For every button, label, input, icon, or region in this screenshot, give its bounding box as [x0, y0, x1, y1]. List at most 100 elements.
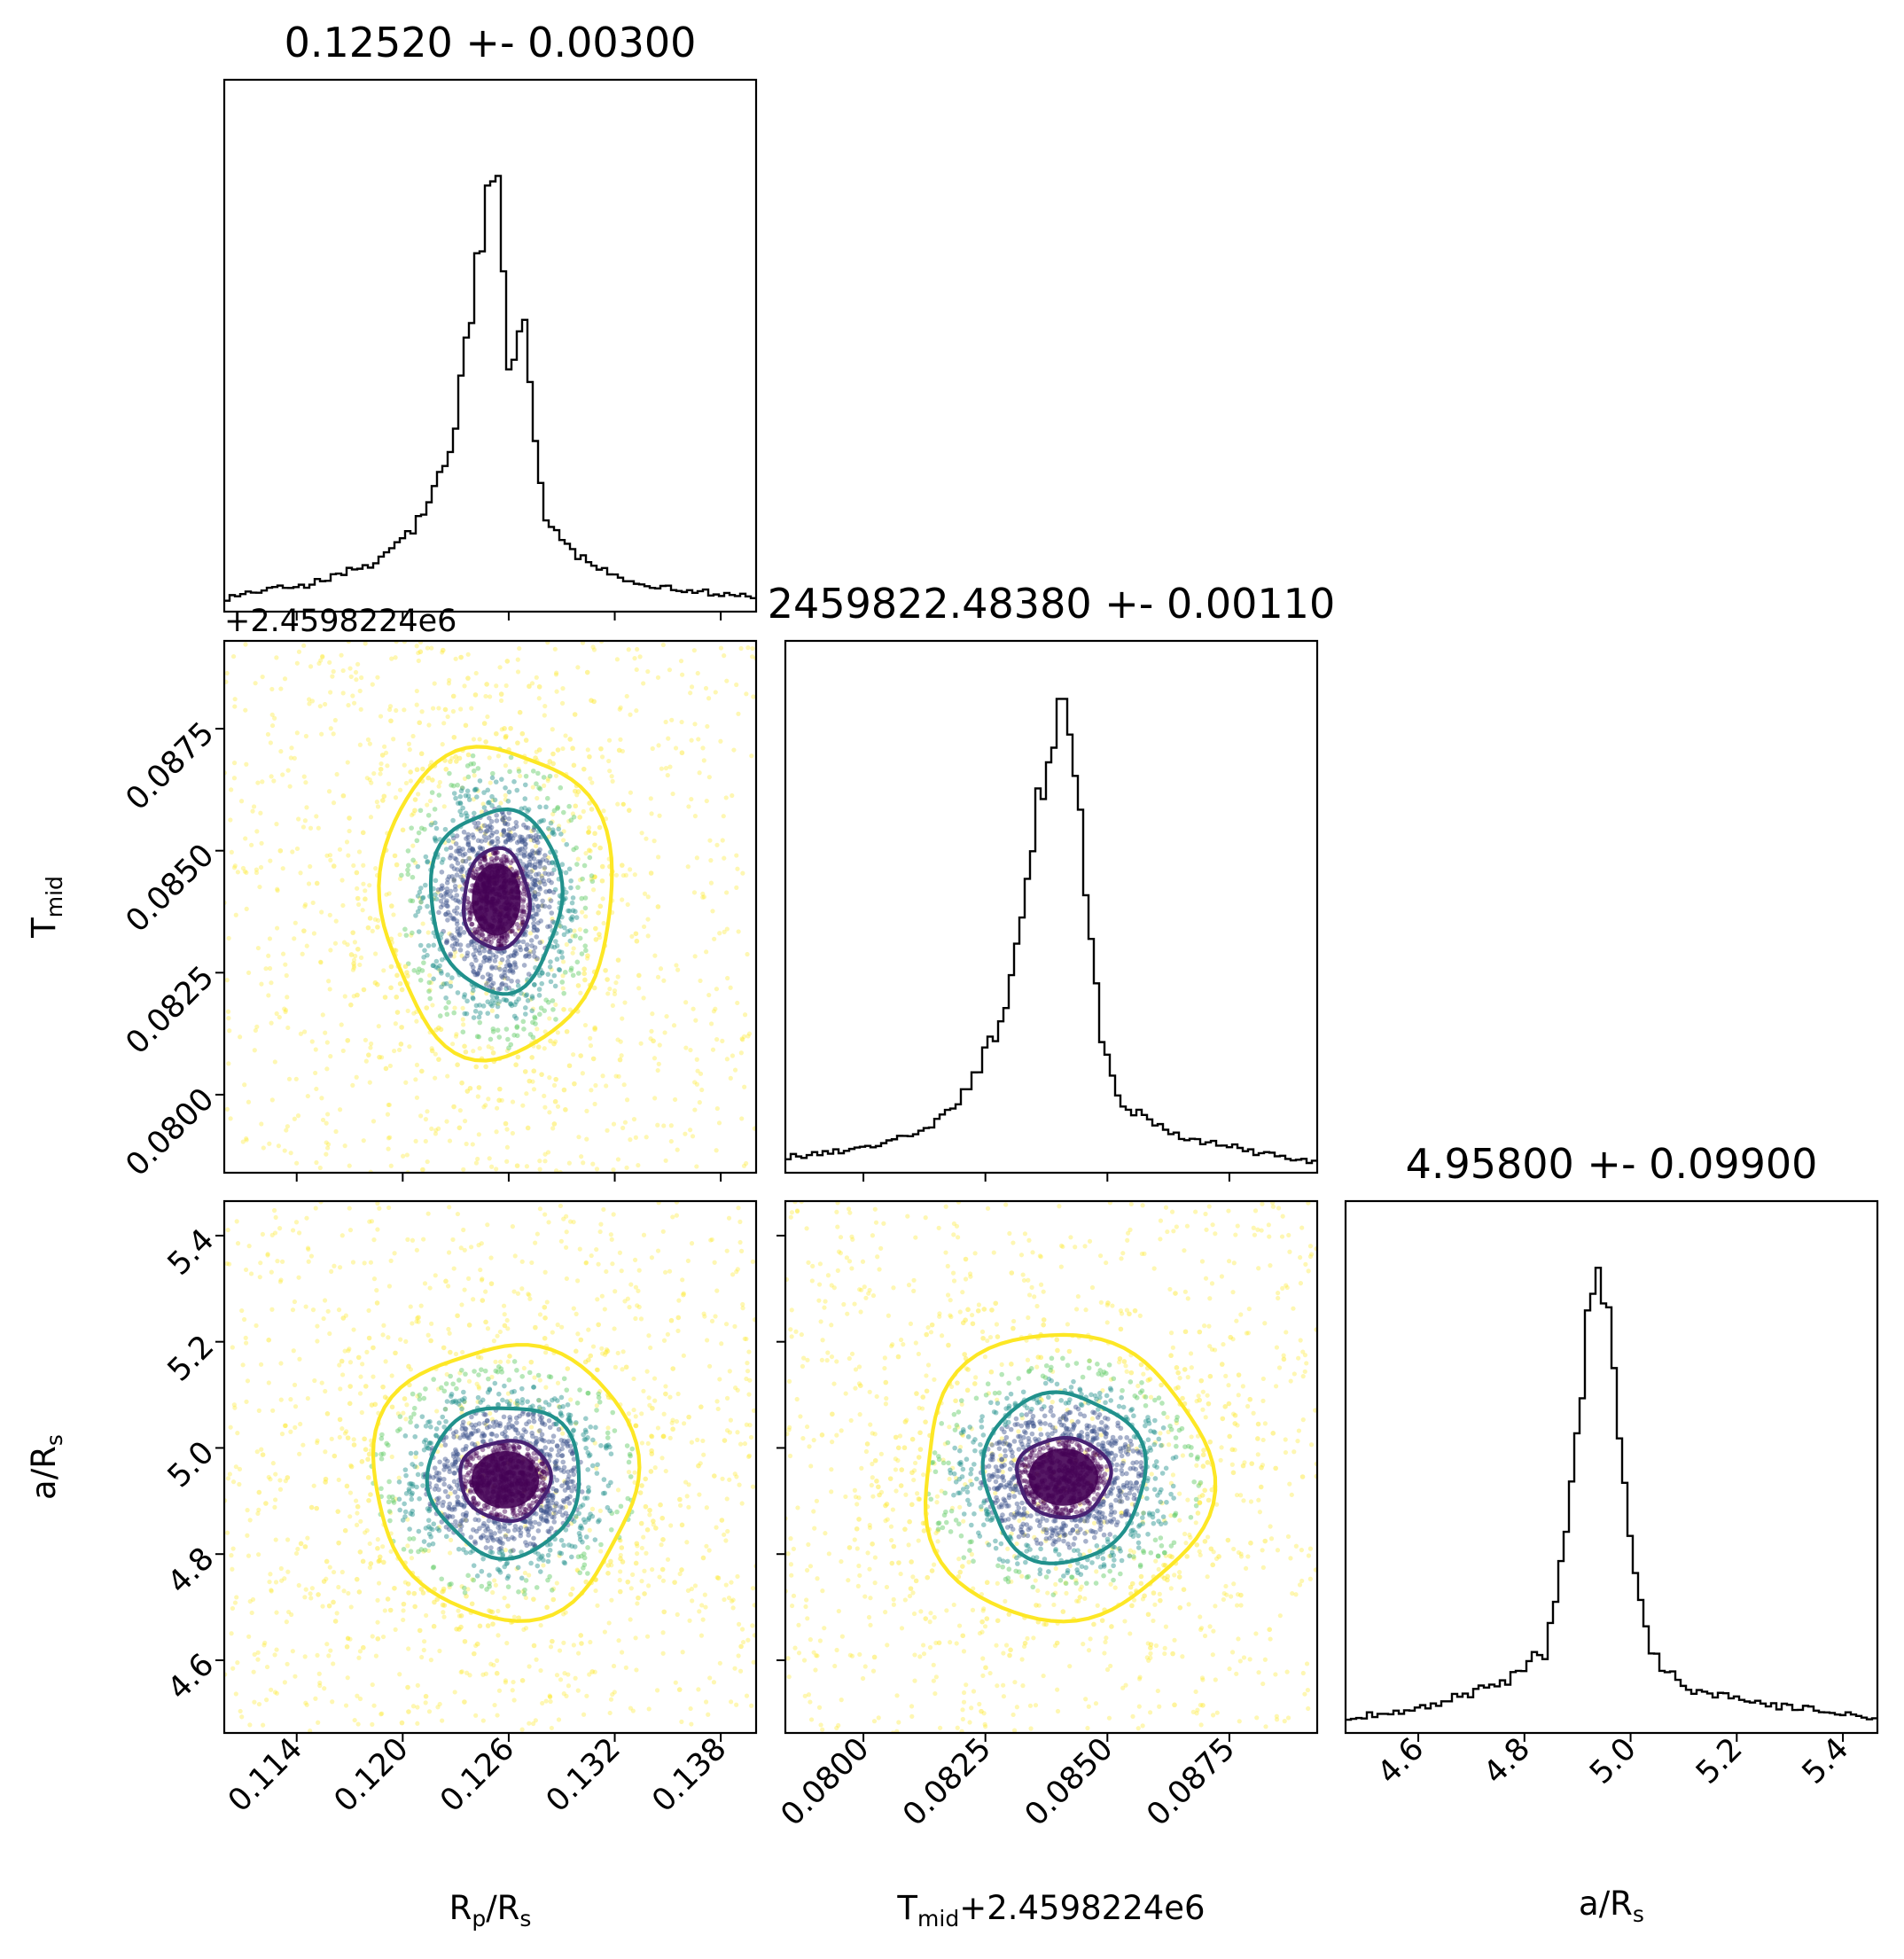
scatter-point	[394, 1010, 401, 1015]
scatter-point	[422, 826, 427, 832]
scatter-point	[727, 1369, 732, 1374]
scatter-point	[226, 1016, 231, 1021]
scatter-point	[391, 1500, 397, 1505]
scatter-point	[456, 1608, 461, 1613]
scatter-point	[555, 805, 561, 810]
scatter-point	[444, 892, 449, 897]
scatter-point	[735, 1387, 740, 1393]
scatter-point	[386, 706, 393, 713]
scatter-point	[727, 1430, 733, 1435]
scatter-point	[581, 1555, 588, 1561]
scatter-point	[357, 688, 363, 694]
scatter-point	[279, 1432, 285, 1437]
scatter-point	[563, 1510, 569, 1516]
scatter-point	[704, 798, 709, 804]
scatter-point	[522, 805, 527, 811]
scatter-point	[444, 1119, 449, 1124]
scatter-point	[535, 1465, 542, 1471]
scatter-point	[450, 1399, 456, 1404]
panel-hist-tmid	[784, 639, 1319, 1182]
scatter-points	[224, 641, 756, 1173]
scatter-point	[429, 760, 434, 765]
scatter-point	[375, 1537, 380, 1542]
scatter-point	[589, 780, 595, 785]
scatter-point	[542, 1445, 549, 1450]
scatter-point	[742, 1012, 748, 1018]
scatter-point	[646, 1333, 652, 1339]
scatter-point	[480, 1298, 486, 1303]
scatter-point	[450, 1454, 456, 1459]
scatter-point	[269, 1269, 274, 1275]
scatter-point	[456, 1398, 463, 1404]
scatter-point	[242, 869, 247, 874]
scatter-point	[463, 858, 469, 864]
scatter-point	[503, 683, 509, 689]
scatter-point	[304, 943, 309, 948]
scatter-point	[531, 856, 537, 862]
scatter-point	[375, 981, 380, 987]
scatter-point	[323, 1388, 328, 1394]
scatter-point	[540, 1461, 546, 1466]
scatter-point	[651, 1518, 656, 1524]
scatter-point	[568, 885, 574, 891]
scatter-point	[472, 787, 478, 793]
scatter-point	[317, 704, 323, 709]
scatter-point	[323, 1479, 328, 1485]
scatter-point	[387, 1510, 394, 1516]
scatter-point	[340, 902, 346, 909]
scatter-point	[308, 1596, 314, 1601]
scatter-point	[474, 1502, 480, 1508]
scatter-point	[577, 1387, 582, 1393]
scatter-point	[470, 753, 476, 759]
scatter-point	[410, 874, 416, 880]
scatter-point	[464, 1464, 469, 1471]
scatter-point	[436, 1525, 442, 1530]
scatter-point	[521, 852, 527, 858]
scatter-point	[380, 1384, 386, 1390]
scatter-point	[408, 898, 413, 903]
scatter-point	[705, 1338, 710, 1343]
scatter-point	[379, 1055, 385, 1060]
scatter-point	[302, 818, 308, 823]
scatter-point	[604, 1445, 609, 1451]
scatter-point	[421, 1647, 426, 1653]
scatter-point	[304, 1215, 309, 1221]
scatter-point	[733, 1385, 738, 1391]
scatter-point	[391, 912, 396, 917]
scatter-point	[483, 739, 488, 745]
scatter-point	[443, 1406, 449, 1412]
scatter-point	[527, 855, 534, 862]
scatter-point	[706, 1363, 713, 1369]
scatter-point	[473, 786, 480, 792]
scatter-point	[490, 1050, 496, 1056]
scatter-point	[611, 1167, 616, 1173]
scatter-point	[727, 1477, 732, 1482]
scatter-point	[593, 1588, 598, 1594]
scatter-point	[277, 1014, 282, 1020]
scatter-point	[564, 1440, 569, 1445]
scatter-point	[496, 964, 502, 971]
scatter-point	[507, 1417, 513, 1423]
scatter-point	[436, 1057, 441, 1062]
scatter-point	[533, 1493, 538, 1499]
scatter-point	[468, 1431, 474, 1436]
scatter-point	[478, 963, 484, 969]
scatter-point	[594, 1408, 599, 1413]
scatter-point	[625, 1579, 631, 1585]
scatter-point	[580, 641, 586, 645]
scatter-point	[503, 1680, 508, 1685]
scatter-point	[416, 929, 422, 934]
scatter-point	[514, 1566, 519, 1572]
scatter-point	[449, 1486, 454, 1491]
scatter-point	[520, 899, 527, 904]
scatter-point	[392, 853, 398, 859]
scatter-point	[488, 1533, 494, 1538]
scatter-point	[688, 1705, 693, 1712]
scatter-point	[537, 1458, 542, 1464]
scatter-point	[521, 1627, 527, 1632]
scatter-point	[295, 1546, 300, 1552]
scatter-point	[370, 682, 375, 687]
scatter-point	[253, 681, 258, 686]
scatter-point	[402, 964, 409, 970]
scatter-point	[488, 1661, 494, 1666]
